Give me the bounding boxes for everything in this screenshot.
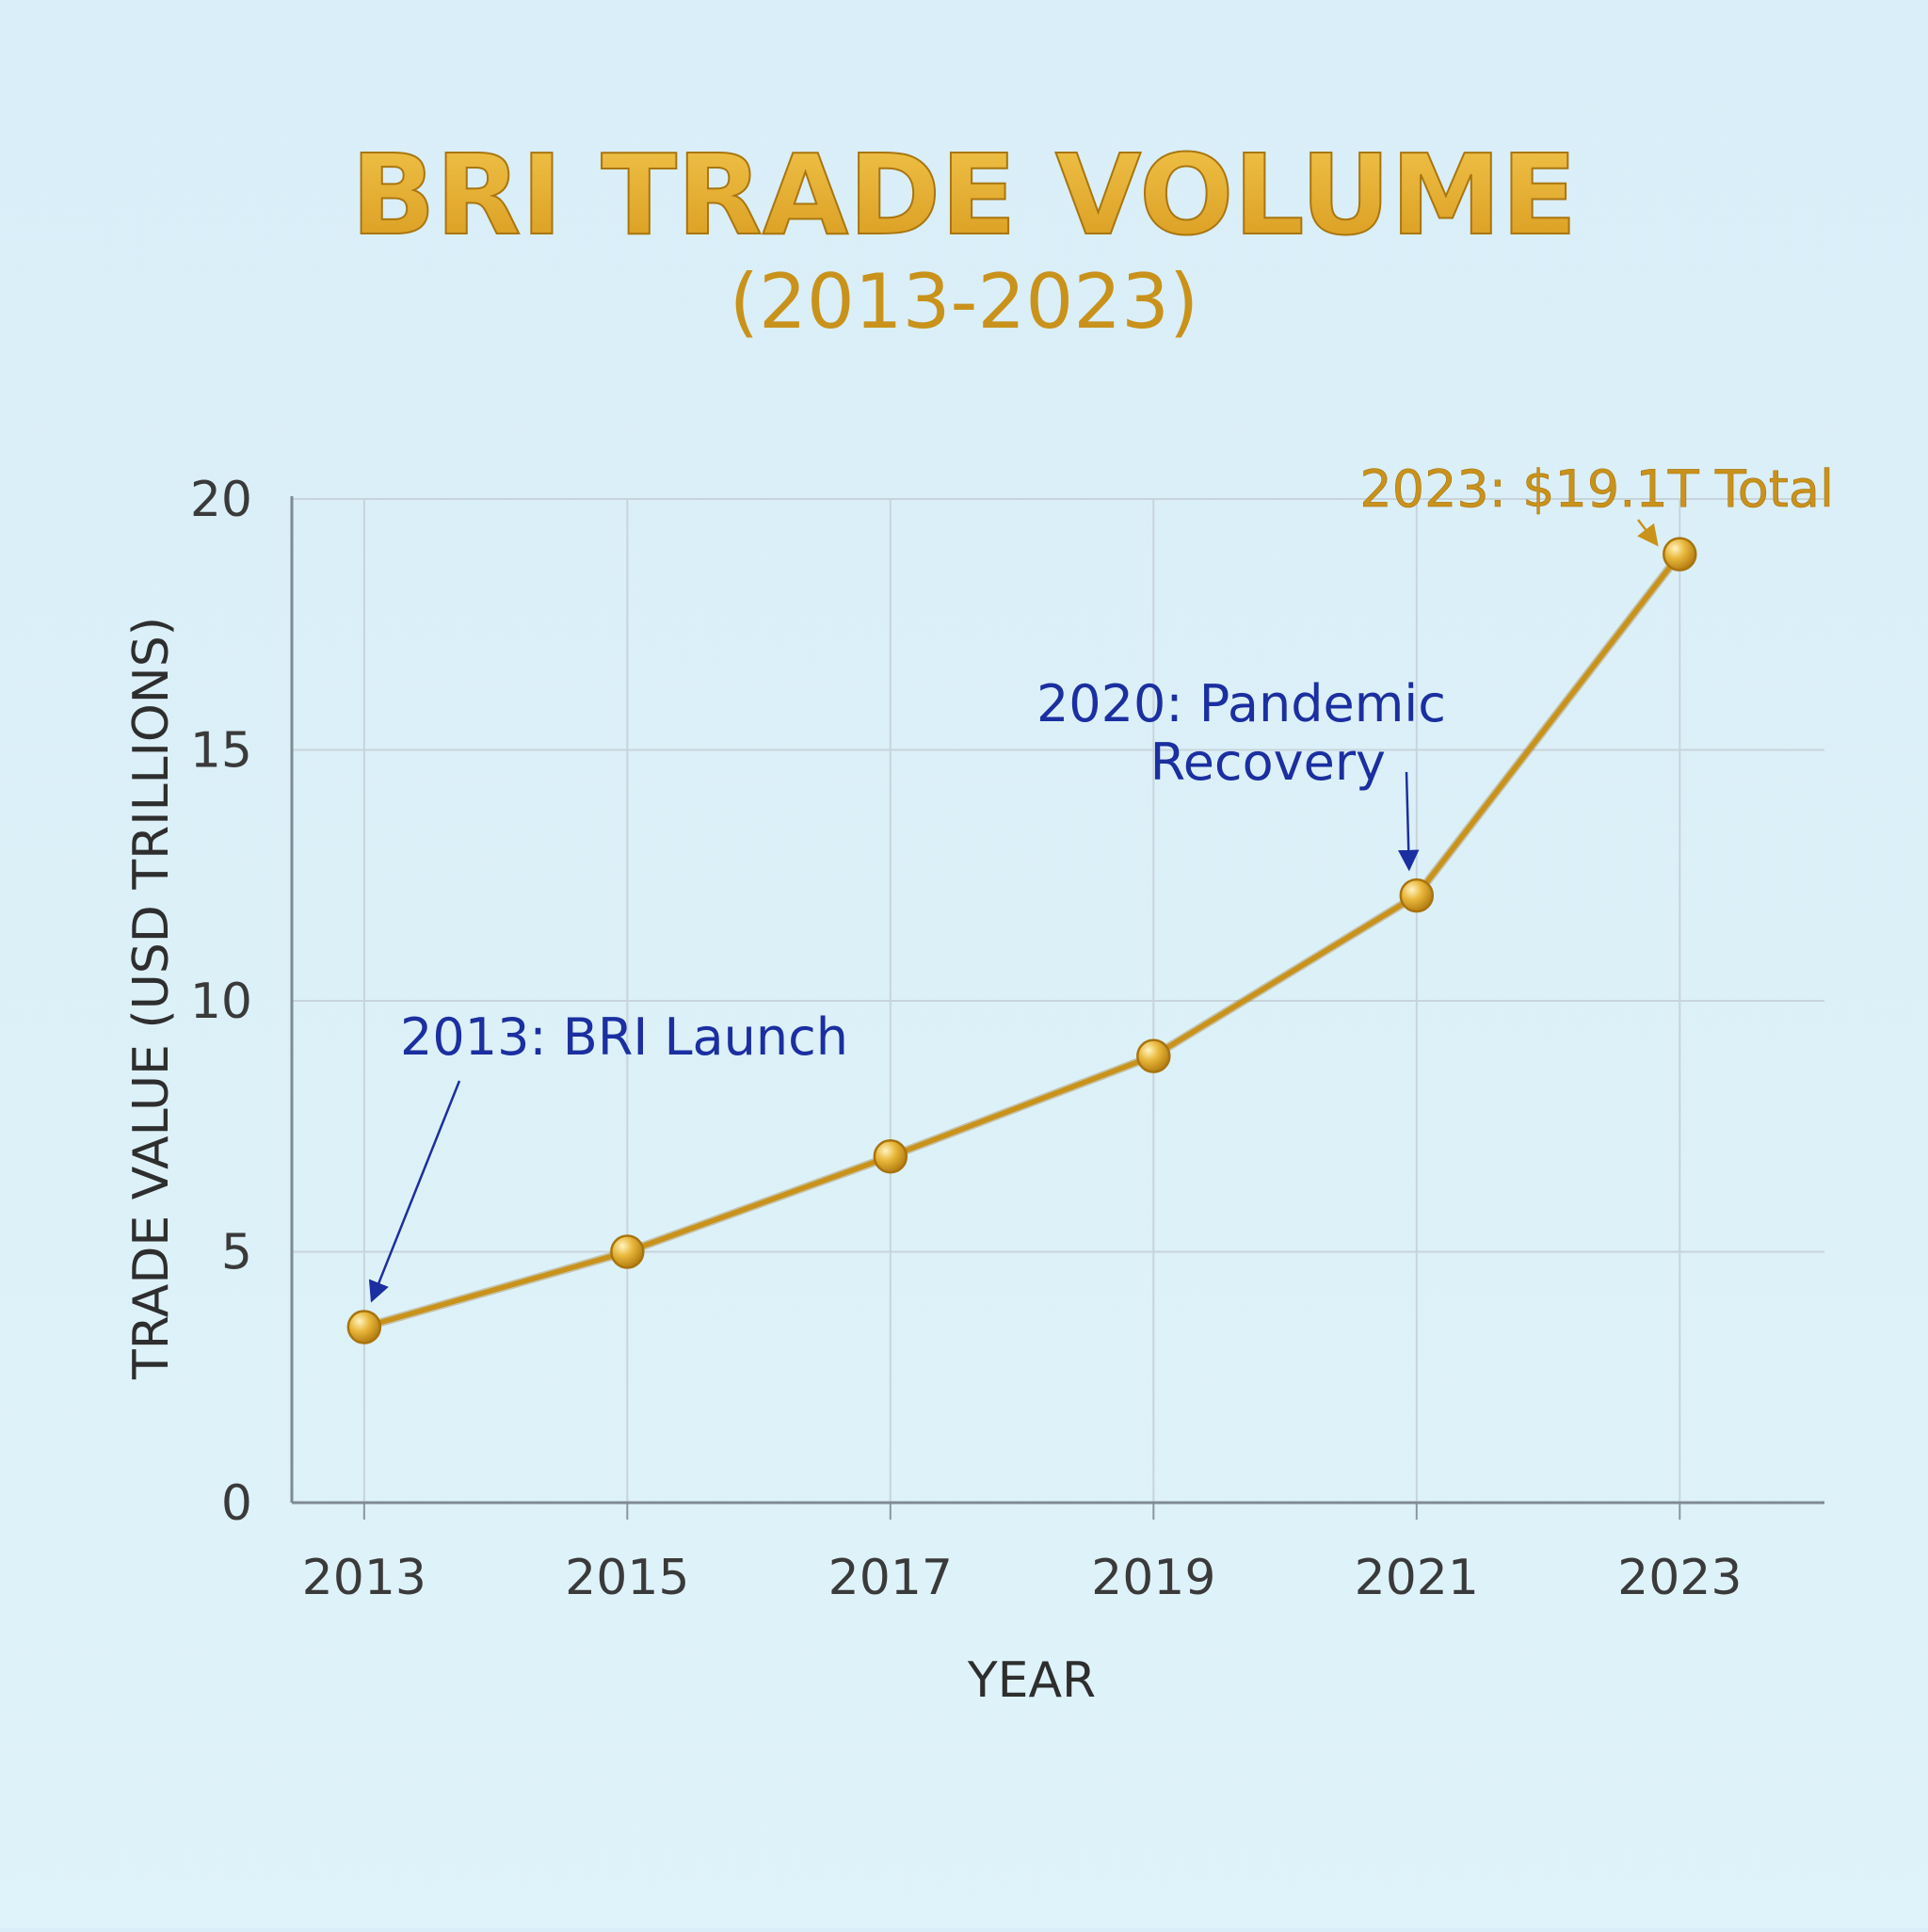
y-tick-label-5: 5 (221, 1225, 252, 1281)
annotation-pandemic-line-2: Recovery (1150, 733, 1386, 792)
annotation-total: 2023: $19.1T Total (1359, 459, 1834, 519)
y-tick-label-15: 15 (190, 723, 252, 780)
y-tick-label-20: 20 (190, 472, 252, 528)
annotation-pandemic-line-1: 2020: Pandemic (1036, 674, 1446, 733)
data-point-2023 (1663, 537, 1697, 572)
x-tick-label-2019: 2019 (1091, 1550, 1215, 1606)
data-point-2013 (346, 1310, 382, 1344)
y-tick-label-0: 0 (221, 1475, 252, 1532)
x-tick-label-2015: 2015 (565, 1550, 689, 1606)
annotation-arrow-total (1637, 519, 1659, 547)
series-line (362, 551, 1683, 1330)
x-axis-label: YEAR (967, 1652, 1096, 1709)
x-tick-label-2021: 2021 (1355, 1550, 1479, 1606)
y-axis-label: TRADE VALUE (USD TRILLIONS) (123, 617, 180, 1380)
axes (290, 496, 1824, 1520)
data-point-2017 (873, 1138, 908, 1174)
x-tick-label-2013: 2013 (302, 1550, 426, 1606)
y-tick-label-10: 10 (190, 974, 252, 1030)
annotation-bri-launch: 2013: BRI Launch (400, 1007, 848, 1067)
chart-title: BRI TRADE VOLUME (351, 130, 1578, 260)
chart-subtitle: (2013-2023) (730, 258, 1198, 346)
y-tick-labels: 0 5 10 15 20 (190, 472, 252, 1532)
annotation-arrow-bri-launch (368, 1080, 461, 1303)
grid-lines (292, 498, 1824, 1503)
series-layer (346, 537, 1697, 1344)
data-point-2015 (610, 1234, 645, 1269)
x-tick-label-2017: 2017 (828, 1550, 953, 1606)
series-line-shadow (360, 550, 1684, 1331)
annotation-arrow-pandemic (1398, 771, 1420, 872)
x-tick-label-2023: 2023 (1617, 1550, 1742, 1606)
data-point-2021 (1399, 877, 1435, 913)
data-point-2019 (1136, 1038, 1171, 1073)
x-tick-labels: 2013 2015 2017 2019 2021 2023 (302, 1550, 1743, 1606)
